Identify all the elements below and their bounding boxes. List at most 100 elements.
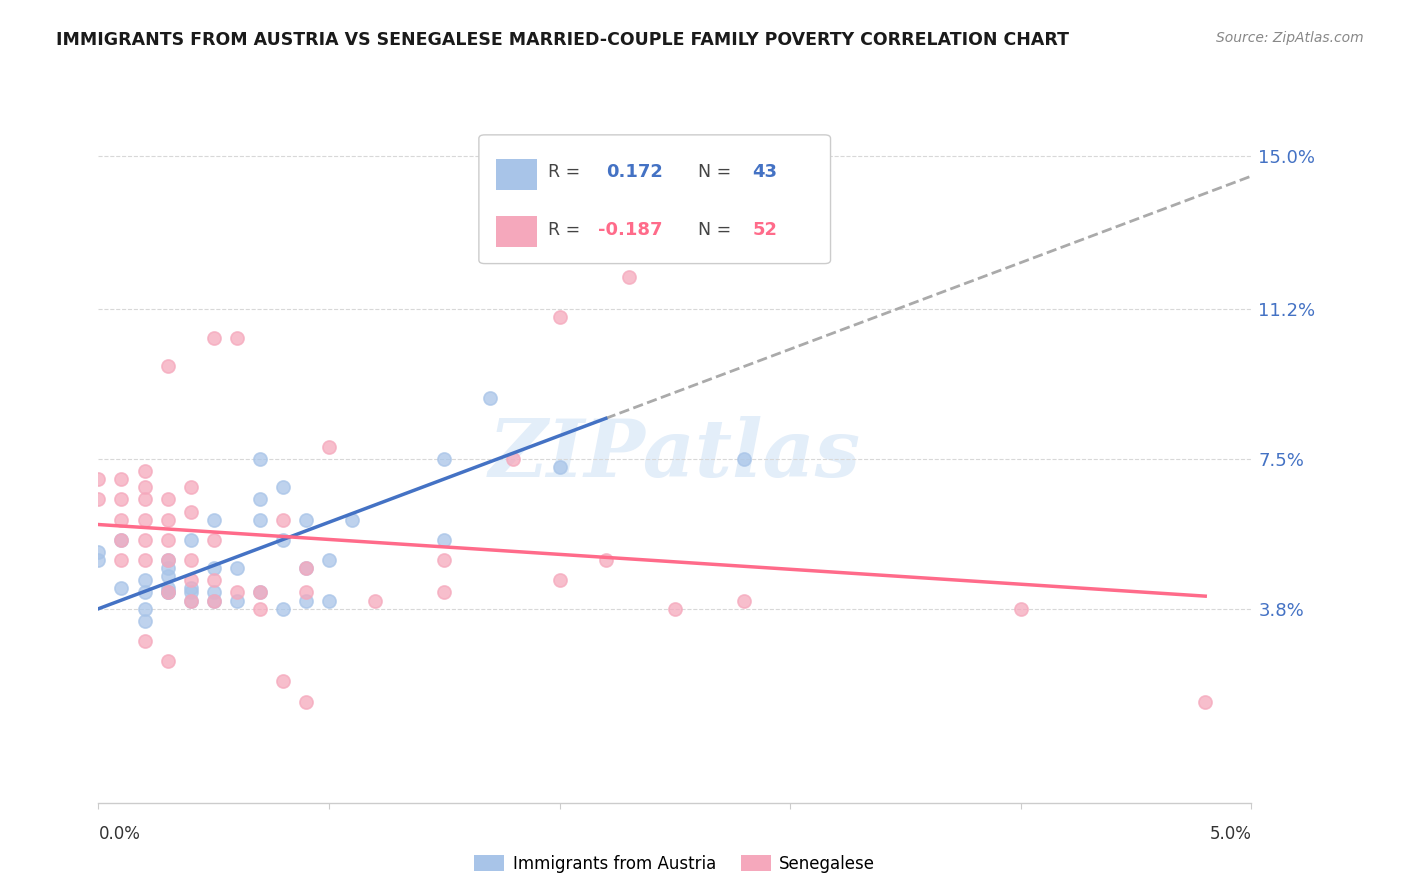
Point xyxy=(156,553,179,567)
Text: 43: 43 xyxy=(752,163,778,181)
FancyBboxPatch shape xyxy=(479,135,831,263)
Point xyxy=(271,674,294,689)
Text: R =: R = xyxy=(548,220,581,239)
Point xyxy=(180,593,202,607)
Point xyxy=(134,601,156,615)
Point xyxy=(1194,695,1216,709)
Point xyxy=(295,585,318,599)
Bar xyxy=(496,216,537,247)
Point xyxy=(87,492,110,507)
Point xyxy=(318,553,340,567)
Point xyxy=(134,533,156,547)
Point xyxy=(249,585,271,599)
Point xyxy=(156,569,179,583)
Point xyxy=(318,593,340,607)
Text: 5.0%: 5.0% xyxy=(1209,825,1251,843)
Point xyxy=(180,574,202,588)
Point xyxy=(87,545,110,559)
Point xyxy=(110,533,132,547)
Point xyxy=(110,553,132,567)
Point xyxy=(225,585,247,599)
Point xyxy=(134,480,156,494)
Point xyxy=(134,492,156,507)
Text: Source: ZipAtlas.com: Source: ZipAtlas.com xyxy=(1216,31,1364,45)
Point xyxy=(110,533,132,547)
Point xyxy=(202,585,225,599)
Point xyxy=(433,452,456,467)
Point xyxy=(134,574,156,588)
Point xyxy=(271,601,294,615)
Point xyxy=(202,513,225,527)
Point xyxy=(479,392,502,406)
Text: R =: R = xyxy=(548,163,581,181)
Point xyxy=(617,269,640,284)
Point xyxy=(110,513,132,527)
Point xyxy=(433,585,456,599)
Text: N =: N = xyxy=(697,220,731,239)
Point xyxy=(295,561,318,575)
Point xyxy=(295,561,318,575)
Text: IMMIGRANTS FROM AUSTRIA VS SENEGALESE MARRIED-COUPLE FAMILY POVERTY CORRELATION : IMMIGRANTS FROM AUSTRIA VS SENEGALESE MA… xyxy=(56,31,1069,49)
Point xyxy=(156,553,179,567)
Point xyxy=(180,585,202,599)
Point xyxy=(180,553,202,567)
Point xyxy=(202,533,225,547)
Point xyxy=(180,593,202,607)
Point xyxy=(295,513,318,527)
Point xyxy=(433,533,456,547)
Point xyxy=(180,533,202,547)
Text: N =: N = xyxy=(697,163,731,181)
Point xyxy=(733,452,755,467)
Point xyxy=(156,654,179,668)
Point xyxy=(202,561,225,575)
Point xyxy=(364,593,387,607)
Point xyxy=(110,492,132,507)
Point xyxy=(156,585,179,599)
Point xyxy=(202,593,225,607)
Point xyxy=(779,189,801,203)
Point xyxy=(180,480,202,494)
Point xyxy=(110,472,132,486)
Point xyxy=(249,513,271,527)
Point xyxy=(225,330,247,344)
Point xyxy=(271,480,294,494)
Point xyxy=(134,513,156,527)
Point xyxy=(1010,601,1032,615)
Point xyxy=(502,452,524,467)
Point xyxy=(249,585,271,599)
Point xyxy=(156,585,179,599)
Point xyxy=(271,533,294,547)
Point xyxy=(433,553,456,567)
Text: 0.172: 0.172 xyxy=(606,163,662,181)
Point xyxy=(225,561,247,575)
Point xyxy=(134,614,156,628)
Point xyxy=(249,492,271,507)
Point xyxy=(134,634,156,648)
Point xyxy=(202,574,225,588)
Point xyxy=(156,533,179,547)
Point xyxy=(156,561,179,575)
Point xyxy=(110,582,132,596)
Point xyxy=(180,504,202,518)
Point xyxy=(548,310,571,325)
Point xyxy=(295,695,318,709)
Point xyxy=(595,553,617,567)
Point xyxy=(548,460,571,475)
Point xyxy=(271,513,294,527)
Point xyxy=(87,553,110,567)
Point xyxy=(249,452,271,467)
Point xyxy=(225,593,247,607)
Text: 52: 52 xyxy=(752,220,778,239)
Point xyxy=(733,593,755,607)
Point xyxy=(156,492,179,507)
Bar xyxy=(496,159,537,190)
Point xyxy=(134,553,156,567)
Point xyxy=(295,593,318,607)
Point xyxy=(202,330,225,344)
Point xyxy=(156,513,179,527)
Text: ZIPatlas: ZIPatlas xyxy=(489,417,860,493)
Point xyxy=(156,582,179,596)
Point xyxy=(202,593,225,607)
Point xyxy=(318,440,340,454)
Point xyxy=(249,601,271,615)
